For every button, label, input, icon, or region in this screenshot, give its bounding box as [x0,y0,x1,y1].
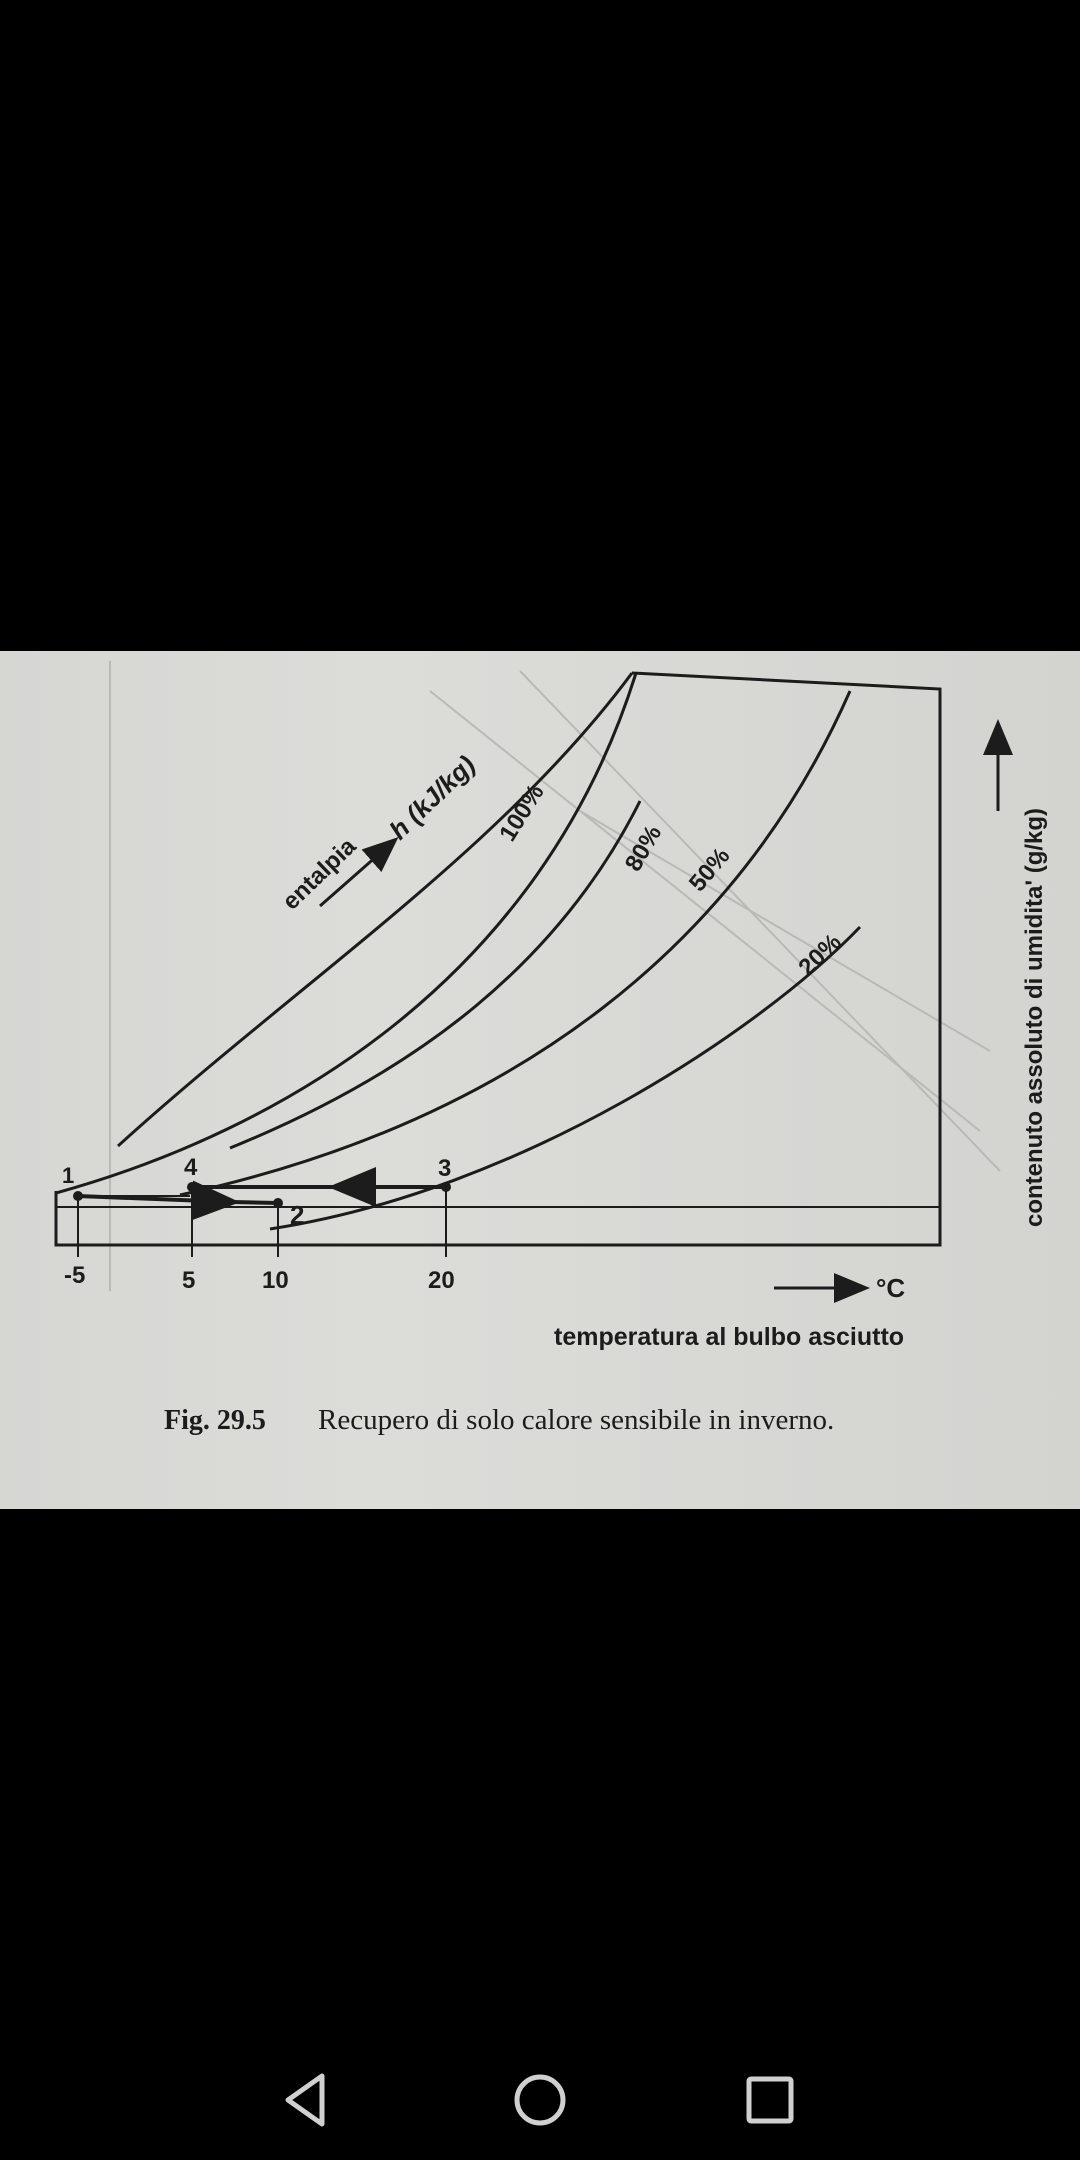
rh-curve-50 [179,690,852,1197]
home-icon [514,2074,566,2126]
enthalpy-unit-label: h (kJ/kg) [383,749,481,845]
rh-curves [55,672,862,1231]
rh-curve-100 [55,672,638,1195]
x-tick-5: 5 [182,1267,195,1294]
navigation-bar [0,2020,1080,2160]
x-unit: °C [876,1273,905,1303]
show-through-lines [109,661,1001,1291]
x-tick-20: 20 [428,1267,455,1294]
recents-button[interactable] [730,2060,810,2140]
x-axis-label: temperatura al bulbo asciutto [554,1323,904,1351]
enthalpy-arrow [319,837,399,908]
y-axis-label: contenuto assoluto di umidita' (g/kg) [1021,808,1048,1227]
rh-label-80: 80% [620,821,667,876]
rh-curve-80 [229,800,642,1150]
home-button[interactable] [500,2060,580,2140]
rh-label-20: 20% [793,929,846,982]
enthalpy-label: entalpia [277,832,361,915]
point-label-2: 2 [290,1200,304,1230]
enthalpy-line [116,672,634,1148]
x-tick-minus5: -5 [64,1262,85,1289]
recents-icon [746,2076,794,2124]
point-label-3: 3 [438,1155,451,1182]
point-label-1: 1 [62,1163,74,1188]
psychrometric-chart: entalpia h (kJ/kg) 100% 80% 50% 20% cont… [54,661,1048,1436]
process-line-1-2-end [231,1200,279,1205]
figure-number: Fig. 29.5 [164,1405,266,1436]
rh-curve-20 [269,925,862,1231]
book-page-photo: entalpia h (kJ/kg) 100% 80% 50% 20% cont… [0,651,1080,1509]
point-label-4: 4 [184,1154,198,1181]
figure-caption: Recupero di solo calore sensibile in inv… [318,1404,834,1436]
x-tick-10: 10 [262,1267,289,1294]
rh-label-100: 100% [494,780,549,846]
back-icon [285,2073,325,2127]
back-button[interactable] [268,2060,348,2140]
image-viewer[interactable]: entalpia h (kJ/kg) 100% 80% 50% 20% cont… [0,0,1080,2020]
